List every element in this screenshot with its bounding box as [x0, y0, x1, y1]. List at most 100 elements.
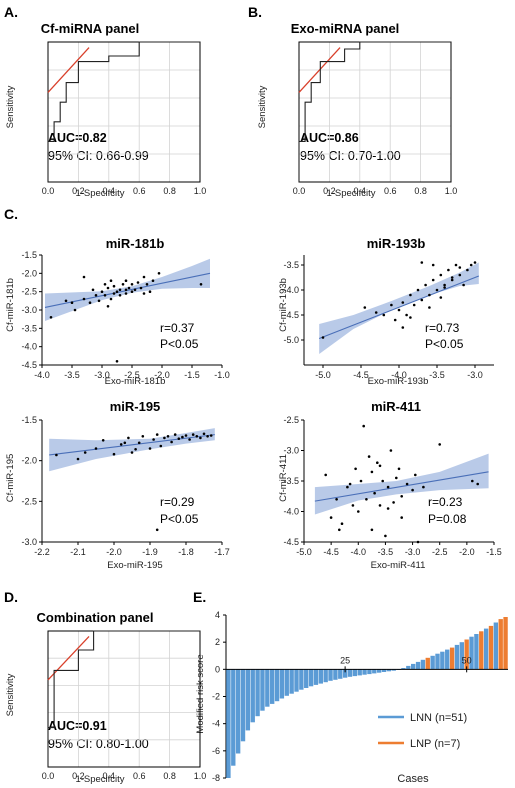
sc193-confidence-band — [319, 262, 479, 354]
sc195-data-point — [163, 436, 166, 440]
sc411-data-point — [373, 491, 376, 495]
sc193-ytick-label: -5.0 — [283, 335, 299, 345]
sc181-data-point — [199, 283, 203, 286]
waterfall-bar — [362, 669, 367, 675]
sc411-ytick-label: -3.0 — [283, 446, 299, 456]
sc193-data-point — [439, 273, 443, 277]
sc195-xtick-label: -2.2 — [34, 547, 50, 557]
sc181-data-point — [70, 301, 74, 305]
rocA-xtick-label: 0.2 — [72, 186, 85, 196]
rocB-xtick-label: 0.4 — [354, 186, 367, 196]
sc181-data-point — [109, 297, 113, 301]
sc195-data-point — [112, 452, 116, 456]
sc411-ytick-label: -3.5 — [283, 476, 299, 486]
waterfall-bar — [386, 669, 392, 672]
sc195-data-point — [184, 434, 188, 437]
waterfall-bar — [274, 669, 280, 702]
waterfall-bar — [323, 669, 328, 683]
waterfall-bar — [376, 669, 382, 673]
sc181-data-point — [124, 288, 128, 292]
sc411-data-point — [395, 476, 398, 480]
sc411-data-point — [416, 540, 420, 544]
sc181-data-point — [124, 279, 128, 283]
waterfall-bar — [255, 669, 260, 717]
roc-a-auc-label: AUC=0.82 — [48, 131, 107, 145]
sc411-data-point — [376, 461, 379, 465]
waterfall-bar — [415, 661, 421, 670]
panel-letter-e: E. — [193, 589, 206, 605]
sc411-ytick-label: -4.0 — [283, 507, 299, 517]
waterfall-bar — [338, 669, 343, 679]
waterfall-bar — [435, 653, 440, 670]
sc193-data-point — [439, 296, 443, 299]
waterfall-bar — [357, 669, 362, 676]
rocA-reference-line — [47, 47, 90, 93]
sc411-confidence-band — [314, 453, 489, 515]
waterfall-bar — [425, 657, 430, 670]
sc195-data-point — [101, 439, 105, 442]
sc195-data-point — [148, 447, 152, 450]
sc181-xlabel: Exo-miR-181b — [105, 376, 166, 387]
sc181-data-point — [88, 301, 92, 305]
waterfall-bar — [342, 669, 348, 678]
waterfall-bar — [454, 644, 460, 670]
waterfall-bar — [284, 669, 289, 696]
waterfall-ytick-label: -6 — [212, 746, 220, 756]
sc181-data-point — [106, 305, 110, 308]
sc195-data-point — [119, 443, 123, 446]
sc195-data-point — [155, 528, 159, 532]
sc411-data-point — [476, 482, 480, 486]
waterfall-bar — [406, 665, 411, 670]
sc411-data-point — [370, 528, 374, 532]
sc195-ytick-label: -1.5 — [21, 415, 37, 425]
rocA-xtick-label: 0.0 — [42, 186, 55, 196]
sc193-data-point — [450, 276, 454, 279]
sc181-data-point — [73, 308, 77, 312]
waterfall-bar — [260, 669, 265, 711]
waterfall-bar — [299, 669, 304, 690]
roc-d-ylabel: Sensitivity — [5, 673, 16, 716]
sc193-ytick-label: -3.5 — [283, 260, 299, 270]
sc411-data-point — [397, 467, 401, 471]
waterfall-bar — [493, 622, 499, 670]
sc181-xtick-label: -2.0 — [154, 370, 170, 380]
sc181-data-point — [112, 284, 116, 288]
rocB-xtick-label: 0.0 — [293, 186, 306, 196]
panel-letter-d: D. — [4, 589, 18, 605]
scatter-panel-193b: miR-193b r=0.73 P<0.05 Exo-miR-193b Cf-m… — [278, 236, 464, 387]
sc411-xtick-label: -3.5 — [378, 547, 394, 557]
waterfall-xtick-label: 50 — [462, 655, 472, 665]
sc193-data-point — [454, 263, 458, 267]
sc195-xtick-label: -1.7 — [214, 547, 230, 557]
waterfall-bar — [265, 669, 270, 707]
sc195-data-point — [152, 438, 155, 441]
rocB-xtick-label: 0.8 — [414, 186, 427, 196]
roc-b-xlabel: 1-Specifcity — [326, 188, 375, 199]
rocA-xtick-label: 0.8 — [163, 186, 176, 196]
sc411-data-point — [370, 470, 374, 474]
rocD-xtick-label: 0.4 — [103, 771, 116, 781]
sc181-data-point — [100, 290, 104, 294]
sc193-data-point — [401, 301, 405, 304]
sc411-ytick-label: -2.5 — [283, 415, 299, 425]
sc411-data-point — [411, 488, 414, 492]
sc181-xtick-label: -1.5 — [184, 370, 200, 380]
sc411-data-point — [471, 479, 474, 483]
waterfall-bar — [498, 619, 503, 670]
sc181-data-point — [145, 283, 149, 286]
sc181-data-point — [118, 288, 122, 292]
waterfall-bar — [226, 669, 231, 778]
sc193-data-point — [462, 283, 465, 287]
sc181-data-point — [133, 288, 137, 292]
sc195-ytick-label: -3.0 — [21, 537, 37, 547]
rocD-xtick-label: 0.8 — [163, 771, 176, 781]
sc195-data-point — [141, 435, 145, 438]
waterfall-bar — [308, 669, 314, 687]
sc193-regression-line — [318, 275, 480, 340]
sc195-data-point — [83, 451, 87, 454]
sc181-data-point — [103, 294, 107, 297]
sc181-xtick-label: -3.0 — [94, 370, 110, 380]
sc193-r-label: r=0.73 — [425, 321, 460, 335]
sc181-data-point — [124, 292, 128, 295]
